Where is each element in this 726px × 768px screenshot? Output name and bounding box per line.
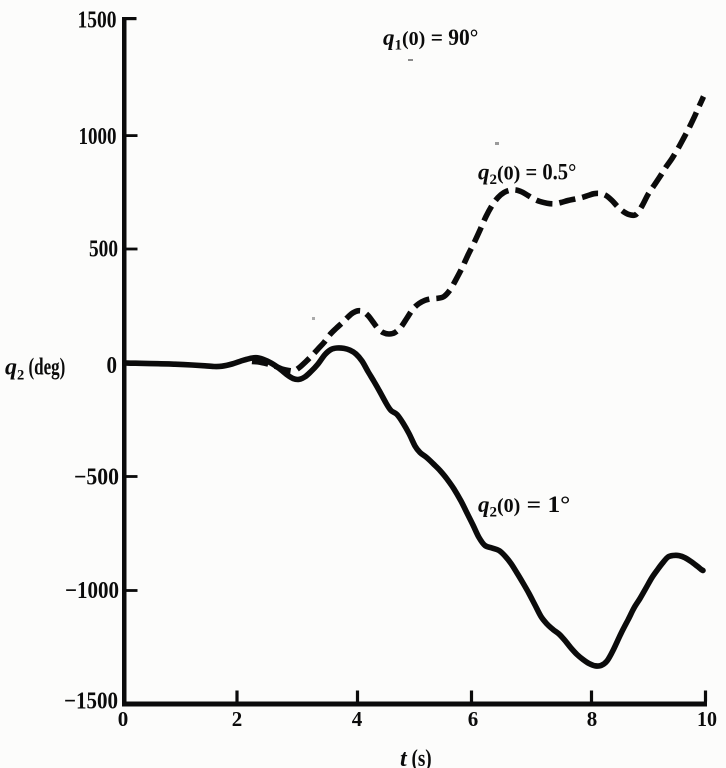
svg-text:500: 500 xyxy=(89,237,118,263)
svg-text:1500: 1500 xyxy=(78,7,117,33)
svg-text:4: 4 xyxy=(352,707,363,731)
svg-text:−1000: −1000 xyxy=(65,578,119,604)
svg-text:0: 0 xyxy=(118,707,129,731)
svg-text:q2 (deg): q2 (deg) xyxy=(5,355,65,384)
svg-text:q2(0) = 1°: q2(0) = 1° xyxy=(478,492,570,521)
svg-text:10: 10 xyxy=(697,707,717,731)
svg-text:q1(0) = 90°: q1(0) = 90° xyxy=(383,25,478,54)
svg-text:−500: −500 xyxy=(74,465,119,491)
svg-text:1000: 1000 xyxy=(79,124,117,150)
svg-text:0: 0 xyxy=(107,353,118,379)
svg-text:8: 8 xyxy=(587,707,598,731)
svg-text:q2(0) = 0.5°: q2(0) = 0.5° xyxy=(478,160,576,189)
svg-text:6: 6 xyxy=(468,707,479,731)
svg-text:−1500: −1500 xyxy=(64,689,118,715)
svg-text:t (s): t (s) xyxy=(400,746,432,768)
svg-text:2: 2 xyxy=(232,707,243,731)
